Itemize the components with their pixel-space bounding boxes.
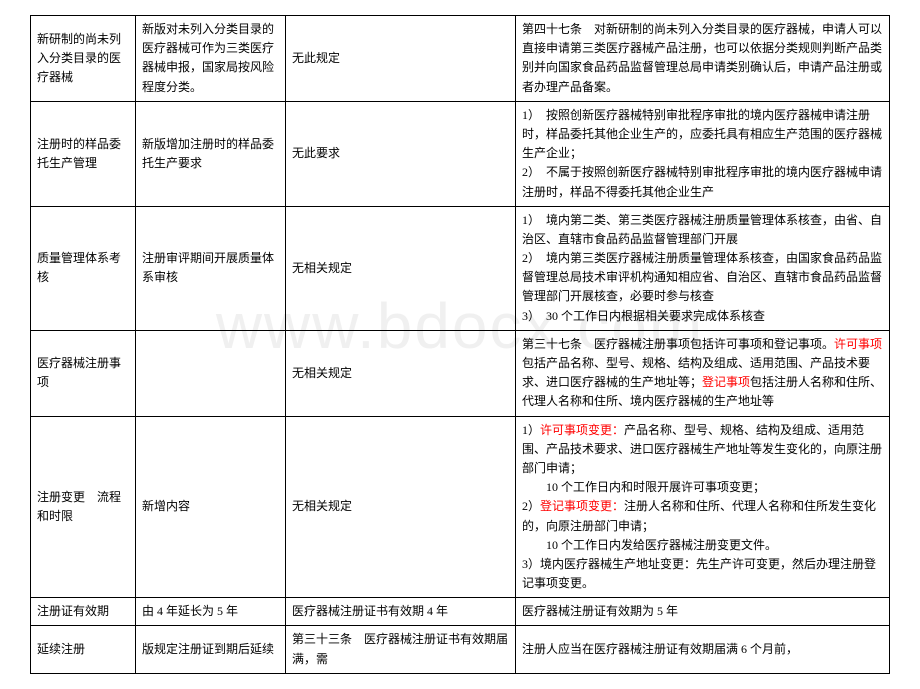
- cell-old: 无此规定: [286, 16, 516, 102]
- cell-summary: 新版对未列入分类目录的医疗器械可作为三类医疗器械申报，国家局按风险程度分类。: [136, 16, 286, 102]
- highlight-text: 登记事项变更：: [540, 499, 624, 513]
- cell-old: 无相关规定: [286, 206, 516, 330]
- table-row: 医疗器械注册事项 无相关规定 第三十七条 医疗器械注册事项包括许可事项和登记事项…: [31, 330, 890, 416]
- cell-new: 注册人应当在医疗器械注册证有效期届满 6 个月前，: [516, 626, 890, 673]
- cell-new: 1）许可事项变更：产品名称、型号、规格、结构及组成、适用范围、产品技术要求、进口…: [516, 416, 890, 598]
- table-row: 注册时的样品委托生产管理 新版增加注册时的样品委托生产要求 无此要求 1） 按照…: [31, 101, 890, 206]
- cell-summary: 版规定注册证到期后延续: [136, 626, 286, 673]
- cell-summary: 新增内容: [136, 416, 286, 598]
- cell-topic: 新研制的尚未列入分类目录的医疗器械: [31, 16, 136, 102]
- cell-old: 无此要求: [286, 101, 516, 206]
- table-row: 新研制的尚未列入分类目录的医疗器械 新版对未列入分类目录的医疗器械可作为三类医疗…: [31, 16, 890, 102]
- cell-topic: 医疗器械注册事项: [31, 330, 136, 416]
- table-row: 注册变更 流程和时限 新增内容 无相关规定 1）许可事项变更：产品名称、型号、规…: [31, 416, 890, 598]
- highlight-text: 登记事项: [702, 375, 750, 389]
- cell-summary: 新版增加注册时的样品委托生产要求: [136, 101, 286, 206]
- text: 1）: [522, 423, 540, 437]
- cell-new: 1） 按照创新医疗器械特别审批程序审批的境内医疗器械申请注册时，样品委托其他企业…: [516, 101, 890, 206]
- cell-summary: [136, 330, 286, 416]
- cell-old: 医疗器械注册证书有效期 4 年: [286, 598, 516, 626]
- cell-topic: 注册时的样品委托生产管理: [31, 101, 136, 206]
- cell-old: 无相关规定: [286, 416, 516, 598]
- table-row: 质量管理体系考核 注册审评期间开展质量体系审核 无相关规定 1） 境内第二类、第…: [31, 206, 890, 330]
- text: 第三十七条 医疗器械注册事项包括许可事项和登记事项。: [522, 337, 834, 351]
- cell-old: 无相关规定: [286, 330, 516, 416]
- comparison-table: 新研制的尚未列入分类目录的医疗器械 新版对未列入分类目录的医疗器械可作为三类医疗…: [30, 15, 890, 674]
- cell-new: 医疗器械注册证有效期为 5 年: [516, 598, 890, 626]
- cell-topic: 质量管理体系考核: [31, 206, 136, 330]
- cell-topic: 延续注册: [31, 626, 136, 673]
- cell-new: 1） 境内第二类、第三类医疗器械注册质量管理体系核查，由省、自治区、直辖市食品药…: [516, 206, 890, 330]
- cell-new: 第三十七条 医疗器械注册事项包括许可事项和登记事项。许可事项包括产品名称、型号、…: [516, 330, 890, 416]
- table-row: 注册证有效期 由 4 年延长为 5 年 医疗器械注册证书有效期 4 年 医疗器械…: [31, 598, 890, 626]
- cell-topic: 注册变更 流程和时限: [31, 416, 136, 598]
- table-row: 延续注册 版规定注册证到期后延续 第三十三条 医疗器械注册证书有效期届满，需 注…: [31, 626, 890, 673]
- document-page: 新研制的尚未列入分类目录的医疗器械 新版对未列入分类目录的医疗器械可作为三类医疗…: [0, 0, 920, 689]
- cell-new: 第四十七条 对新研制的尚未列入分类目录的医疗器械，申请人可以直接申请第三类医疗器…: [516, 16, 890, 102]
- cell-summary: 由 4 年延长为 5 年: [136, 598, 286, 626]
- cell-summary: 注册审评期间开展质量体系审核: [136, 206, 286, 330]
- highlight-text: 许可事项变更：: [540, 423, 624, 437]
- highlight-text: 许可事项: [834, 337, 882, 351]
- cell-topic: 注册证有效期: [31, 598, 136, 626]
- cell-old: 第三十三条 医疗器械注册证书有效期届满，需: [286, 626, 516, 673]
